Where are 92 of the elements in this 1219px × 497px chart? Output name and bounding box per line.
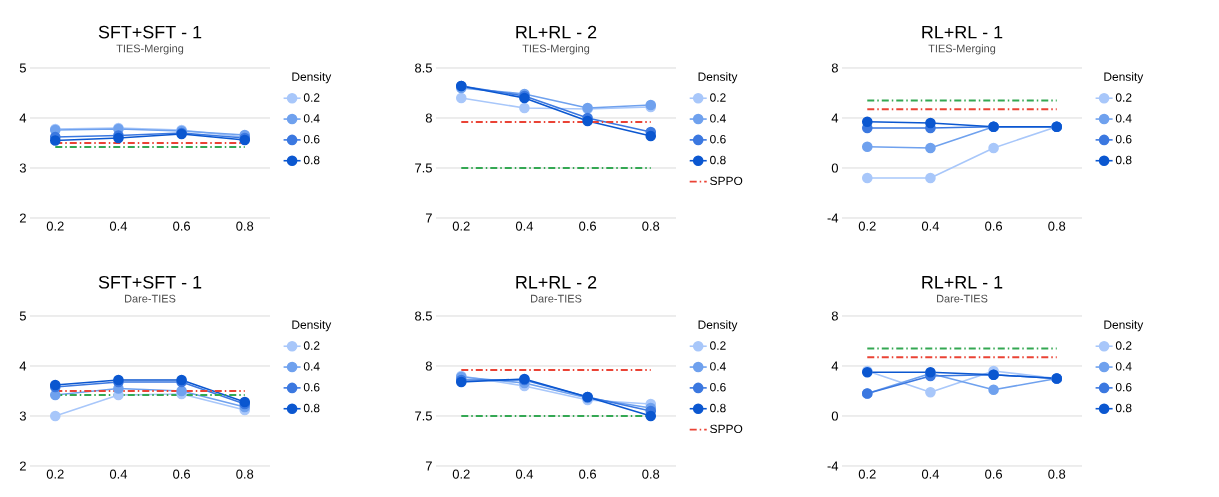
chart-title: RL+RL - 2	[516, 25, 597, 39]
legend-label: 0.2	[1115, 341, 1132, 350]
legend-label: SPPO	[710, 424, 743, 434]
chart-title: RL+RL - 2	[516, 275, 597, 289]
x-tick-label: 0.8	[1048, 469, 1066, 479]
x-tick-label: 0.2	[452, 221, 470, 231]
legend-label: 0.2	[303, 93, 320, 102]
legend-label: 0.8	[303, 155, 320, 165]
legend-label: 0.4	[1115, 362, 1132, 371]
x-tick-label: 0.2	[452, 469, 470, 479]
legend-label: 0.8	[710, 403, 726, 413]
x-tick-label: 0.6	[173, 221, 191, 231]
legend-label: 0.8	[303, 403, 320, 413]
legend-label: 0.6	[1115, 382, 1132, 392]
legend-label: 0.8	[1115, 403, 1132, 413]
x-tick-label: 0.4	[921, 221, 940, 231]
y-tick-label: 8.5	[415, 63, 432, 73]
legend-title: Density	[698, 72, 738, 84]
legend-title: Density	[698, 320, 738, 332]
chart-title: RL+RL - 1	[922, 25, 1003, 39]
y-tick-label: 4	[19, 113, 27, 123]
chart-title: SFT+SFT - 1	[98, 275, 202, 289]
x-tick-label: 0.4	[109, 221, 128, 231]
y-tick-label: 7	[425, 213, 432, 223]
chart-subtitle: TIES-Merging	[928, 44, 996, 55]
chart-subtitle: TIES-Merging	[522, 44, 590, 55]
legend-label: 0.8	[710, 155, 726, 165]
y-tick-label: 4	[831, 113, 839, 123]
legend-label: SPPO	[710, 176, 743, 186]
y-tick-label: 7.5	[415, 411, 432, 421]
x-tick-label: 0.4	[515, 469, 534, 479]
legend-title: Density	[292, 320, 332, 332]
legend-label: 0.8	[1115, 155, 1132, 165]
chart-subtitle: TIES-Merging	[116, 44, 184, 55]
y-tick-label: 3	[19, 163, 26, 173]
x-tick-label: 0.8	[236, 469, 254, 479]
x-tick-label: 0.8	[236, 221, 254, 231]
y-tick-label: 2	[19, 213, 26, 223]
x-tick-label: 0.8	[642, 469, 660, 479]
y-tick-label: 7	[425, 461, 432, 471]
x-tick-label: 0.8	[1048, 221, 1066, 231]
y-tick-label: -4	[827, 213, 839, 223]
legend-label: 0.2	[710, 341, 726, 350]
y-tick-label: -4	[827, 461, 839, 471]
y-tick-label: 8.5	[415, 311, 432, 321]
legend-label: 0.6	[1115, 134, 1132, 144]
x-tick-label: 0.4	[515, 221, 534, 231]
x-tick-label: 0.2	[46, 469, 64, 479]
legend-label: 0.4	[710, 114, 726, 123]
chart-title: RL+RL - 1	[922, 276, 1003, 289]
chart-subtitle: Dare-TIES	[531, 294, 582, 303]
x-tick-label: 0.6	[579, 221, 597, 231]
legend-title: Density	[292, 72, 332, 84]
legend-label: 0.2	[710, 93, 726, 102]
x-tick-label: 0.2	[858, 469, 876, 479]
legend-label: 0.4	[710, 362, 726, 371]
y-tick-label: 0	[831, 411, 838, 421]
legend-label: 0.2	[303, 341, 320, 350]
x-tick-label: 0.6	[579, 469, 597, 479]
y-tick-label: 4	[831, 361, 839, 371]
legend-label: 0.6	[710, 134, 726, 144]
legend-label: 0.6	[303, 382, 320, 392]
legend-label: 0.6	[303, 134, 320, 144]
chart-subtitle: Dare-TIES	[125, 294, 176, 303]
y-tick-label: 8	[831, 311, 838, 321]
x-tick-label: 0.2	[46, 221, 64, 231]
legend-label: 0.4	[303, 362, 320, 371]
legend-label: 0.4	[303, 114, 320, 123]
y-tick-label: 8	[831, 63, 838, 73]
y-tick-label: 8	[425, 113, 432, 123]
x-tick-label: 0.6	[985, 221, 1003, 231]
x-tick-label: 0.4	[109, 469, 128, 479]
y-tick-label: 5	[19, 311, 26, 321]
y-tick-label: 7.5	[415, 163, 432, 173]
y-tick-label: 0	[831, 163, 838, 173]
x-tick-label: 0.6	[173, 469, 191, 479]
y-tick-label: 2	[19, 461, 26, 471]
x-tick-label: 0.8	[642, 221, 660, 231]
chart-subtitle: Dare-TIES	[937, 294, 988, 303]
legend-label: 0.2	[1115, 93, 1132, 102]
chart-title: SFT+SFT - 1	[98, 25, 202, 39]
x-tick-label: 0.6	[985, 469, 1003, 479]
legend-title: Density	[1104, 320, 1144, 332]
x-tick-label: 0.2	[858, 221, 876, 231]
y-tick-label: 4	[19, 361, 27, 371]
y-tick-label: 5	[19, 63, 26, 73]
legend-label: 0.6	[710, 382, 726, 392]
y-tick-label: 3	[19, 411, 26, 421]
legend-label: 0.4	[1115, 114, 1132, 123]
x-tick-label: 0.4	[921, 469, 940, 479]
legend-title: Density	[1104, 72, 1144, 84]
y-tick-label: 8	[425, 361, 432, 371]
